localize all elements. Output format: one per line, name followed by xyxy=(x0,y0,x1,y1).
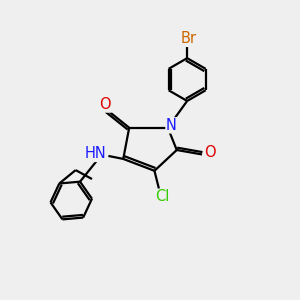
Text: O: O xyxy=(205,146,216,160)
Text: HN: HN xyxy=(84,146,106,161)
Text: N: N xyxy=(166,118,177,133)
Text: Cl: Cl xyxy=(155,190,170,205)
Text: Br: Br xyxy=(181,31,196,46)
Text: O: O xyxy=(100,97,111,112)
